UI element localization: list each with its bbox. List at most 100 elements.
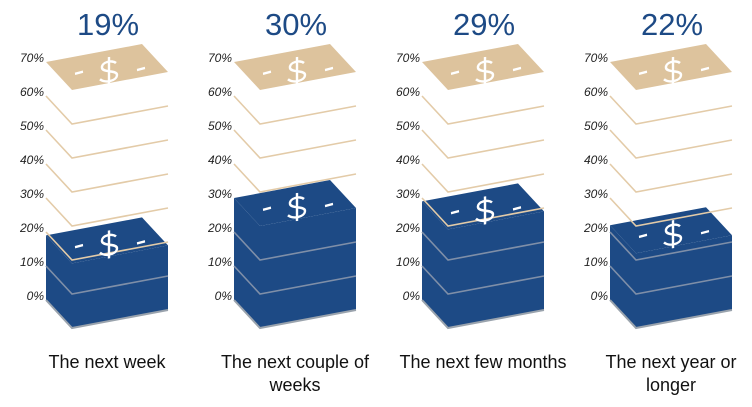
top-bill bbox=[46, 44, 168, 90]
y-tick-label: 40% bbox=[396, 153, 420, 167]
grid-line bbox=[45, 95, 169, 125]
money-stack bbox=[46, 217, 168, 328]
stack-right-face bbox=[448, 211, 544, 328]
stack-layer-line bbox=[421, 265, 545, 295]
y-tick-label: 60% bbox=[584, 85, 608, 99]
grid-line bbox=[421, 129, 545, 159]
y-tick-label: 70% bbox=[584, 51, 608, 65]
y-tick-label: 20% bbox=[395, 221, 420, 235]
y-tick-label: 40% bbox=[584, 153, 608, 167]
grid-line bbox=[45, 197, 169, 227]
y-tick-label: 20% bbox=[19, 221, 44, 235]
y-tick-label: 50% bbox=[208, 119, 232, 133]
y-tick-label: 60% bbox=[208, 85, 232, 99]
dollar-sign bbox=[287, 192, 307, 222]
stack-right-face bbox=[260, 208, 356, 328]
y-tick-label: 10% bbox=[208, 255, 232, 269]
top-bill bbox=[234, 44, 356, 90]
stack-left-face bbox=[422, 201, 448, 328]
y-tick-label: 0% bbox=[27, 289, 45, 303]
dash bbox=[450, 70, 460, 75]
grid-line bbox=[609, 163, 733, 193]
grid-line bbox=[233, 129, 357, 159]
y-tick-label: 10% bbox=[20, 255, 44, 269]
grid-line bbox=[45, 129, 169, 159]
dollar-sign bbox=[287, 56, 307, 86]
dash bbox=[512, 66, 522, 72]
money-stack bbox=[234, 180, 356, 328]
top-bill bbox=[422, 44, 544, 90]
top-bill-icon bbox=[450, 56, 522, 86]
top-bill-icon bbox=[74, 56, 146, 86]
value-label: 29% bbox=[453, 7, 515, 42]
grid-line bbox=[45, 231, 169, 261]
category-label: The next couple of weeks bbox=[220, 352, 370, 395]
y-tick-label: 0% bbox=[591, 289, 609, 303]
y-tick-label: 60% bbox=[20, 85, 44, 99]
dash bbox=[638, 70, 648, 75]
stack-left-face bbox=[234, 198, 260, 328]
dash bbox=[74, 70, 84, 75]
dash bbox=[512, 206, 522, 211]
category-label: The next year or longer bbox=[605, 352, 737, 395]
grid-line bbox=[421, 163, 545, 193]
y-tick-label: 50% bbox=[396, 119, 420, 133]
dash bbox=[262, 206, 272, 211]
dash bbox=[324, 202, 334, 208]
dollar-sign bbox=[663, 220, 683, 249]
stack-bill-icon bbox=[74, 230, 146, 259]
stack-right-face bbox=[72, 245, 168, 328]
y-tick-label: 70% bbox=[396, 51, 420, 65]
y-tick-label: 50% bbox=[20, 119, 44, 133]
y-tick-label: 30% bbox=[584, 187, 608, 201]
y-tick-label: 10% bbox=[396, 255, 420, 269]
stack-base-edge bbox=[45, 299, 169, 330]
money-stack bbox=[610, 207, 732, 328]
dash bbox=[324, 66, 334, 72]
y-tick-label: 40% bbox=[208, 153, 232, 167]
y-tick-label: 20% bbox=[583, 221, 608, 235]
grid-line bbox=[233, 163, 357, 193]
stack-bill-icon bbox=[638, 220, 710, 249]
stack-layer-line bbox=[45, 265, 169, 295]
stack-base-edge bbox=[421, 299, 545, 330]
y-tick-label: 70% bbox=[208, 51, 232, 65]
stack-bill-icon bbox=[262, 192, 334, 222]
stack-top-face bbox=[422, 183, 544, 230]
dollar-sign bbox=[475, 56, 495, 86]
y-tick-label: 10% bbox=[584, 255, 608, 269]
stack-top-face bbox=[46, 217, 168, 264]
stack-base-edge bbox=[233, 299, 357, 330]
top-bill bbox=[610, 44, 732, 90]
grid-line bbox=[609, 95, 733, 125]
stack-layer-line bbox=[233, 265, 357, 295]
y-tick-label: 60% bbox=[396, 85, 420, 99]
grid-line bbox=[233, 95, 357, 125]
y-tick-label: 40% bbox=[20, 153, 44, 167]
stack-layer-line bbox=[421, 231, 545, 261]
value-label: 30% bbox=[265, 7, 327, 42]
y-tick-label: 30% bbox=[208, 187, 232, 201]
category-label: The next week bbox=[48, 352, 166, 372]
dash bbox=[638, 233, 648, 239]
top-bill-icon bbox=[262, 56, 334, 86]
y-tick-label: 50% bbox=[584, 119, 608, 133]
stack-base-edge bbox=[609, 299, 733, 330]
value-label: 19% bbox=[77, 7, 139, 42]
dash bbox=[136, 66, 146, 72]
dollar-sign bbox=[663, 56, 683, 86]
stack-layer-line bbox=[233, 231, 357, 261]
stack-layer-line bbox=[609, 231, 733, 261]
stack-top-face bbox=[234, 180, 356, 226]
value-label: 22% bbox=[641, 7, 703, 42]
stack-layer-line bbox=[609, 265, 733, 295]
stack-left-face bbox=[610, 225, 636, 328]
dash bbox=[700, 66, 710, 72]
y-tick-label: 30% bbox=[20, 187, 44, 201]
dash bbox=[136, 240, 146, 245]
y-tick-label: 0% bbox=[403, 289, 421, 303]
top-bill-icon bbox=[638, 56, 710, 86]
dash bbox=[450, 209, 460, 215]
category-label: The next few months bbox=[399, 352, 567, 372]
